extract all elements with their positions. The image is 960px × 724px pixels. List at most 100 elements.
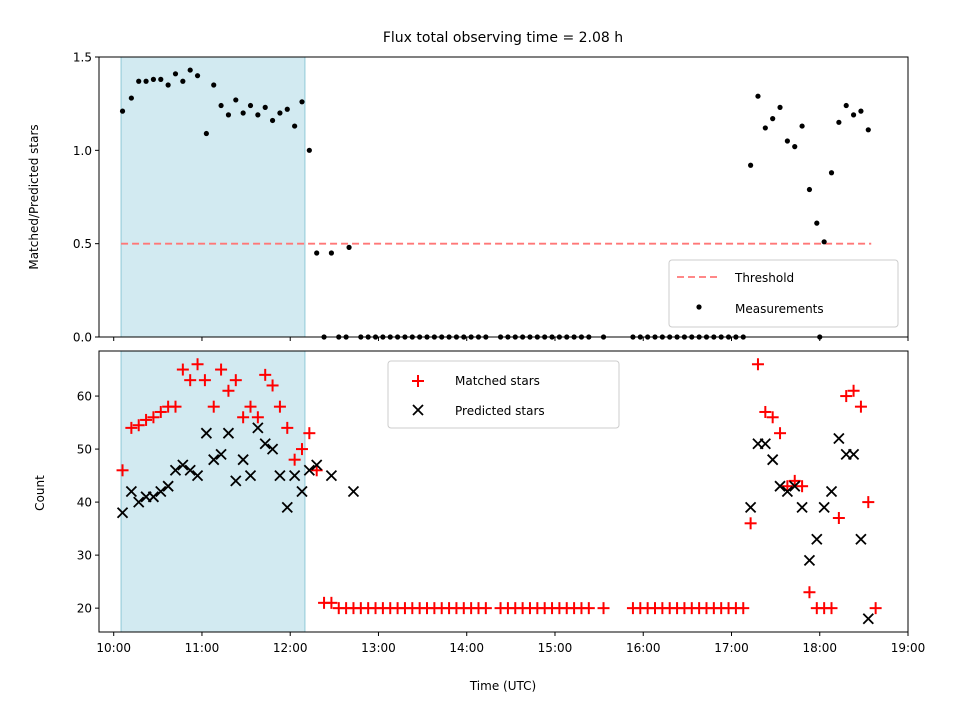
measurements-point <box>225 112 232 118</box>
predicted-stars-point <box>184 464 196 476</box>
predicted-stars-point <box>162 480 174 492</box>
legend-matched-label: Matched stars <box>455 374 540 388</box>
measurements-point <box>784 138 790 144</box>
matched-stars-point <box>191 358 204 371</box>
matched-stars-point <box>288 453 301 466</box>
matched-stars-point <box>132 419 145 432</box>
x-tick-label: 19:00 <box>891 641 926 655</box>
predicted-stars-point <box>855 533 867 545</box>
matched-stars-point <box>215 363 228 376</box>
measurements-point <box>269 117 276 124</box>
matched-stars-point <box>229 374 242 387</box>
predicted-stars-point <box>237 454 249 466</box>
counts-panel-frame <box>98 350 909 633</box>
predicted-stars-point <box>862 613 874 625</box>
matched-stars-point <box>825 602 838 615</box>
measurements-point <box>255 112 261 118</box>
x-axis-label: Time (UTC) <box>469 679 536 693</box>
legend-threshold-label: Threshold <box>734 271 794 285</box>
measurements-point <box>755 93 761 99</box>
predicted-stars-point <box>774 480 786 492</box>
counts-y-axis-label: Count <box>33 475 47 511</box>
matched-stars-point <box>803 586 816 599</box>
predicted-stars-point <box>200 427 213 439</box>
matched-stars-point <box>766 411 779 424</box>
y-tick-label: 50 <box>77 443 92 457</box>
measurements-point <box>262 104 268 110</box>
measurements-point <box>828 170 835 176</box>
measurements-point <box>814 220 820 226</box>
matched-stars-point <box>737 602 750 615</box>
measurements-point <box>180 78 186 84</box>
counts-legend-box <box>387 360 620 429</box>
x-tick-label: 13:00 <box>361 641 396 655</box>
measurements-point <box>328 250 335 256</box>
measurements-point <box>799 123 805 129</box>
predicted-stars-point <box>244 469 257 482</box>
x-tick-label: 16:00 <box>626 641 661 655</box>
predicted-stars-point <box>274 469 286 482</box>
matched-stars-point <box>759 405 772 418</box>
predicted-stars-point <box>303 464 315 476</box>
ratio-legend: Threshold Measurements <box>668 259 899 328</box>
measurements-point <box>292 123 298 129</box>
predicted-stars-point <box>347 485 360 498</box>
x-tick-label: 17:00 <box>714 641 749 655</box>
measurements-point <box>836 119 842 125</box>
measurements-point <box>284 106 290 112</box>
counts-panel: 20 30 40 50 60 10:00 11:00 12:00 13:00 14:00 15:0… <box>33 350 926 655</box>
matched-stars-point <box>169 400 182 413</box>
matched-stars-point <box>869 602 882 615</box>
predicted-stars-point <box>311 459 323 471</box>
x-tick-label: 14:00 <box>449 641 484 655</box>
predicted-stars-point <box>288 469 301 482</box>
measurements-point <box>158 76 164 82</box>
matched-stars-point <box>854 400 867 413</box>
legend-measurements-swatch <box>696 304 702 310</box>
measurements-point <box>136 78 142 84</box>
measurements-point <box>346 244 352 250</box>
matched-stars-point <box>222 384 235 397</box>
y-tick-label: 1.5 <box>73 51 92 65</box>
measurements-point <box>762 125 768 131</box>
legend-measurements-label: Measurements <box>735 302 824 316</box>
predicted-stars-point <box>191 469 204 482</box>
legend-matched-swatch <box>412 375 424 387</box>
predicted-stars-point <box>177 459 189 471</box>
matched-stars-point <box>281 421 294 434</box>
predicted-stars-point <box>215 448 227 461</box>
matched-stars-point <box>774 427 787 440</box>
y-tick-label: 0.5 <box>73 237 92 251</box>
measurements-point <box>240 110 246 116</box>
y-tick-label: 60 <box>77 390 92 404</box>
predicted-stars-point <box>266 443 279 455</box>
matched-stars-point <box>781 480 794 493</box>
measurements-point <box>306 147 312 153</box>
matched-stars-point <box>154 405 167 418</box>
predicted-stars-point <box>796 501 808 514</box>
chart-title: Flux total observing time = 2.08 h <box>383 30 623 46</box>
matched-stars-point <box>147 411 160 424</box>
x-tick-label: 11:00 <box>185 641 220 655</box>
counts-legend: Matched stars Predicted stars <box>387 360 620 429</box>
measurements-point <box>299 99 305 105</box>
predicted-stars-point <box>781 485 794 498</box>
measurements-point <box>821 239 827 245</box>
predicted-stars-point <box>155 485 167 498</box>
matched-stars-point <box>840 390 853 403</box>
measurements-point <box>143 78 149 84</box>
measurements-point <box>858 108 864 114</box>
matched-stars-point <box>847 384 860 397</box>
predicted-stars-point <box>325 469 338 482</box>
ratio-legend-box <box>668 259 899 328</box>
measurements-point <box>194 73 201 79</box>
measurements-point <box>150 76 157 82</box>
matched-stars-point <box>325 596 338 609</box>
matched-stars-point <box>479 602 492 615</box>
x-tick-label: 18:00 <box>802 641 837 655</box>
matched-stars-point <box>198 374 211 387</box>
matched-stars-point <box>266 379 279 392</box>
y-tick-label: 20 <box>77 602 92 616</box>
predicted-stars-point <box>847 448 860 461</box>
